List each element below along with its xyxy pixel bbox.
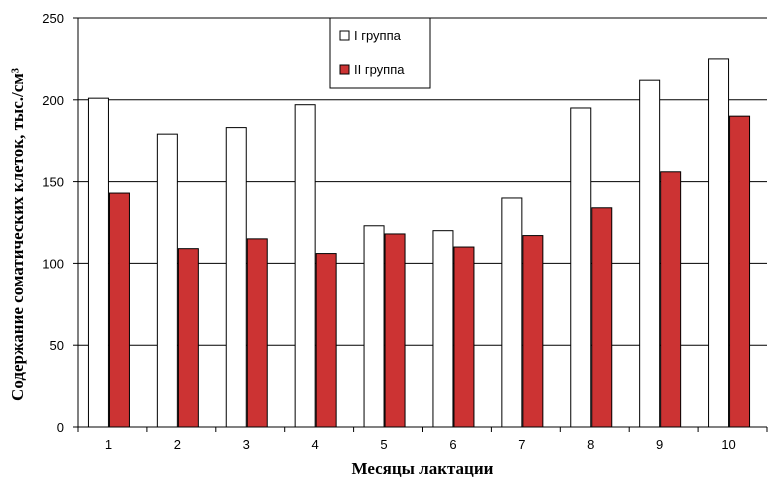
x-tick-label-9: 9 [656,437,663,452]
bar-series-2-month-5 [384,233,406,428]
bar-series-2-month-8 [591,207,613,428]
y-tick-label-1: 50 [50,338,64,353]
legend-swatch-group-2 [339,64,350,75]
bar-series-2-month-4 [315,253,337,428]
x-tick-label-1: 1 [105,437,112,452]
bar-series-1-month-2 [156,133,178,428]
x-tick-label-5: 5 [380,437,387,452]
y-axis-title: Содержание соматических клеток, тыс./см³ [8,68,27,401]
bar-series-1-month-10 [708,58,730,428]
bar-series-1-month-5 [363,225,385,428]
x-tick-label-4: 4 [312,437,319,452]
bar-series-1-month-4 [294,104,316,428]
y-tick-label-4: 200 [42,93,64,108]
x-tick-label-8: 8 [587,437,594,452]
bar-series-1-month-6 [432,230,454,428]
bar-series-2-month-9 [660,171,682,428]
bar-series-2-month-6 [453,246,475,428]
x-tick-label-6: 6 [449,437,456,452]
bar-series-1-month-9 [639,79,661,428]
bar-series-1-month-8 [570,107,592,428]
legend: I группа II группа [329,17,431,89]
legend-box [329,17,431,89]
bar-series-2-month-2 [177,248,199,428]
bars [87,58,751,428]
legend-swatch-group-1 [339,30,350,41]
x-tick-label-3: 3 [243,437,250,452]
legend-label-group-2: II группа [354,62,405,77]
bar-series-2-month-10 [729,115,751,428]
x-tick-label-10: 10 [721,437,735,452]
x-tick-label-7: 7 [518,437,525,452]
bar-series-2-month-1 [108,192,130,428]
bar-series-1-month-1 [87,97,109,428]
y-tick-label-5: 250 [42,11,64,26]
bar-series-2-month-7 [522,235,544,428]
y-tick-label-3: 150 [42,175,64,190]
legend-label-group-1: I группа [354,28,402,43]
bar-series-2-month-3 [246,238,268,428]
bar-series-1-month-3 [225,127,247,428]
y-tick-label-2: 100 [42,256,64,271]
y-tick-labels: 0 50 100 150 200 250 [42,11,78,435]
bar-series-1-month-7 [501,197,523,428]
x-tick-labels: 1 2 3 4 5 6 7 8 9 10 [105,437,736,452]
axes [77,18,768,432]
x-axis-title: Месяцы лактации [352,459,494,478]
x-tick-label-2: 2 [174,437,181,452]
y-tick-label-0: 0 [57,420,64,435]
